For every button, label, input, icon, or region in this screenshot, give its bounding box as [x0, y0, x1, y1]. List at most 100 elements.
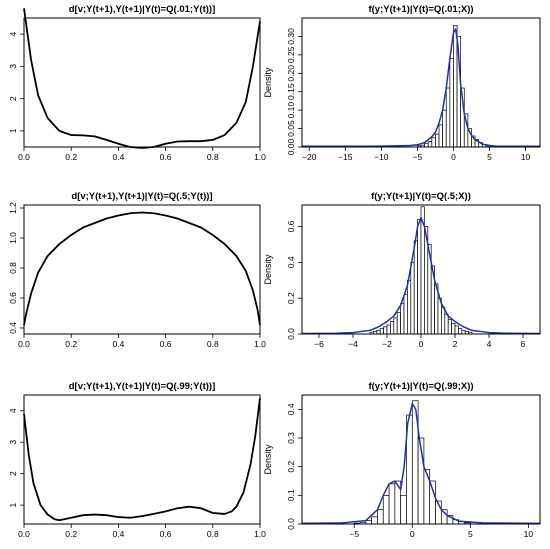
plot-frame	[301, 17, 541, 148]
x-tick-label: −10	[374, 152, 389, 162]
histogram-bar	[371, 516, 378, 525]
histogram-bar	[442, 109, 447, 148]
chart-title: d[v;Y(t+1),Y(t+1)|Y(t)=Q(.99;Y(t))]	[69, 381, 215, 392]
density-curve	[301, 402, 541, 525]
y-tick-label: 0.05	[286, 120, 296, 137]
histogram-bar	[377, 509, 384, 525]
y-tick-label: 0.2	[286, 460, 296, 472]
chart-title: f(y;Y(t+1)|Y(t)=Q(.5;X))	[371, 191, 471, 202]
x-tick-label: 2	[453, 339, 458, 349]
x-tick-label: 1.0	[254, 339, 266, 349]
plot-frame	[301, 394, 541, 525]
histogram-bar	[458, 328, 463, 335]
chart-title: d[v;Y(t+1),Y(t+1)|Y(t)=Q(.5;Y(t))]	[71, 191, 212, 202]
x-tick-label: 0.4	[112, 152, 124, 162]
x-tick-label: −5	[413, 152, 423, 162]
histogram-bar	[386, 324, 391, 335]
x-tick-label: 0.0	[18, 152, 30, 162]
y-tick-label: 3	[8, 64, 18, 69]
series-line	[23, 211, 261, 326]
x-tick-label: 0	[451, 152, 456, 162]
x-tick-label: −20	[302, 152, 317, 162]
x-tick-label: 0.2	[65, 152, 77, 162]
chart-title: f(y;Y(t+1)|Y(t)=Q(.01;X))	[368, 4, 473, 15]
y-tick-label: 2	[8, 96, 18, 101]
histogram-bar	[438, 124, 443, 148]
y-tick-label: 0.1	[286, 489, 296, 501]
y-tick-label: 0.2	[286, 292, 296, 304]
histogram-bar	[444, 313, 449, 335]
histogram-bar	[403, 294, 408, 335]
density-curve	[302, 28, 540, 148]
x-tick-label: 5	[487, 152, 492, 162]
histogram-bar	[400, 303, 405, 335]
histogram-bar	[376, 330, 381, 335]
histogram-bar	[379, 328, 384, 335]
x-tick-label: 0.4	[112, 339, 124, 349]
x-tick-label: −6	[314, 339, 324, 349]
panel-2: f(y;Y(t+1)|Y(t)=Q(.01;X)) Density −20 −15 −1…	[263, 4, 541, 162]
histogram-bar	[396, 312, 401, 335]
histogram-bar	[413, 240, 418, 335]
x-tick-label: −2	[382, 339, 392, 349]
panel-1: d[v;Y(t+1),Y(t+1)|Y(t)=Q(.01;Y(t))] 0.0 0.…	[8, 4, 266, 162]
histogram-bar	[451, 322, 456, 335]
x-tick-label: 0.6	[160, 529, 172, 539]
histogram-bar	[461, 330, 466, 335]
y-tick-label: 1	[8, 502, 18, 507]
y-tick-label: 0.4	[8, 322, 18, 334]
histogram-bar	[383, 326, 388, 335]
x-tick-label: 0.8	[207, 152, 219, 162]
y-tick-label: 0.25	[286, 46, 296, 63]
y-tick-label: 1	[8, 128, 18, 133]
y-tick-label: 0.0	[286, 518, 296, 530]
x-tick-label: 0.2	[65, 529, 77, 539]
x-tick-label: 6	[521, 339, 526, 349]
y-tick-label: 0.4	[286, 256, 296, 268]
y-tick-label: 0.10	[286, 102, 296, 119]
y-tick-label: 1.2	[8, 202, 18, 214]
histogram-bar	[407, 279, 412, 335]
histogram-bar	[388, 483, 396, 525]
panel-4: f(y;Y(t+1)|Y(t)=Q(.5;X)) Density −6 −4 −2 0 2 4…	[263, 191, 541, 349]
x-tick-label: 0	[419, 339, 424, 349]
histogram-bar	[424, 142, 429, 148]
x-tick-label: 1.0	[254, 152, 266, 162]
y-tick-label: 0.0	[286, 328, 296, 340]
y-tick-label: 0.8	[8, 262, 18, 274]
histogram-bar	[390, 321, 395, 335]
histogram-bar	[441, 306, 446, 335]
histogram-bar	[365, 520, 373, 525]
chart-title: d[v;Y(t+1),Y(t+1)|Y(t)=Q(.01;Y(t))]	[69, 4, 215, 15]
panel-3: d[v;Y(t+1),Y(t+1)|Y(t)=Q(.5;Y(t))] 0.0 0.2…	[8, 191, 266, 349]
y-tick-label: 0.20	[286, 65, 296, 82]
histogram-bar	[427, 141, 433, 148]
x-tick-label: 0.8	[207, 529, 219, 539]
x-tick-label: 10	[521, 152, 531, 162]
histogram-bar	[400, 494, 407, 525]
histogram-bar	[453, 25, 458, 148]
y-tick-label: 0.6	[8, 292, 18, 304]
histogram-bar	[431, 137, 436, 148]
plot-frame	[23, 394, 261, 525]
histogram-bar	[449, 58, 454, 148]
histogram-bar	[454, 325, 459, 335]
x-tick-label: 4	[487, 339, 492, 349]
y-tick-label: 0.6	[286, 220, 296, 232]
x-tick-label: 0.4	[112, 529, 124, 539]
x-tick-label: 0.6	[160, 152, 172, 162]
histogram-bar	[447, 319, 452, 335]
panel-6: f(y;Y(t+1)|Y(t)=Q(.99;X)) Density −5 0 5 10 0.…	[263, 381, 541, 539]
histogram-bar	[445, 87, 451, 148]
x-tick-label: 0.8	[207, 339, 219, 349]
panel-5: d[v;Y(t+1),Y(t+1)|Y(t)=Q(.99;Y(t))] 0.0 0.…	[8, 381, 266, 539]
y-tick-label: 0.3	[286, 432, 296, 444]
y-axis-label: Density	[263, 444, 273, 475]
histogram-bar	[410, 261, 415, 335]
y-tick-label: 4	[8, 31, 18, 36]
x-tick-label: 1.0	[254, 529, 266, 539]
x-tick-label: 0.2	[65, 339, 77, 349]
y-tick-label: 1.0	[8, 232, 18, 244]
y-tick-label: 0.4	[286, 403, 296, 415]
y-axis-label: Density	[263, 67, 273, 98]
